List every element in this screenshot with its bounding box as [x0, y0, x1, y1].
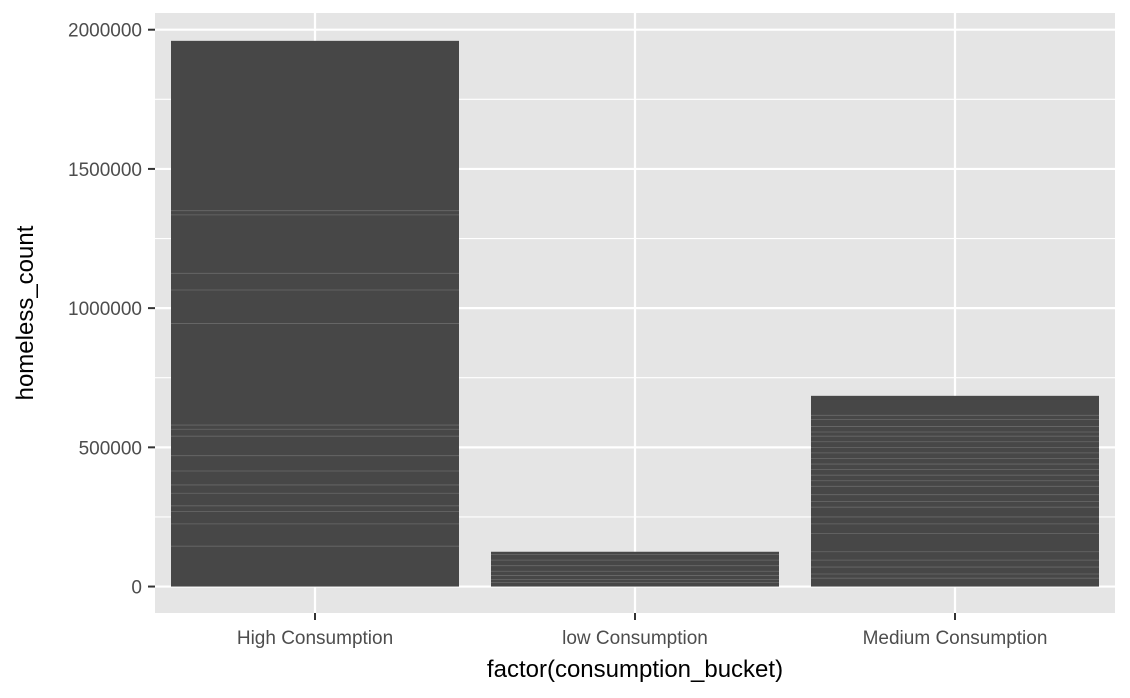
y-tick-label: 2000000	[68, 21, 142, 42]
y-tick-label: 1500000	[68, 160, 142, 181]
y-axis-title: homeless_count	[12, 225, 39, 400]
y-axis: 0 500000 1000000 1500000 2000000	[68, 21, 155, 599]
bars	[171, 40, 1099, 587]
x-tick-label: low Consumption	[562, 628, 708, 649]
x-tick-label: Medium Consumption	[863, 628, 1048, 649]
y-tick-label: 0	[131, 578, 142, 599]
bar	[171, 40, 459, 587]
x-axis-title: factor(consumption_bucket)	[487, 656, 783, 683]
y-tick-label: 500000	[79, 438, 142, 459]
bar	[491, 551, 779, 587]
y-tick-label: 1000000	[68, 299, 142, 320]
bar	[811, 395, 1099, 587]
x-tick-label: High Consumption	[237, 628, 393, 649]
x-axis: High Consumption low Consumption Medium Co…	[237, 613, 1048, 649]
